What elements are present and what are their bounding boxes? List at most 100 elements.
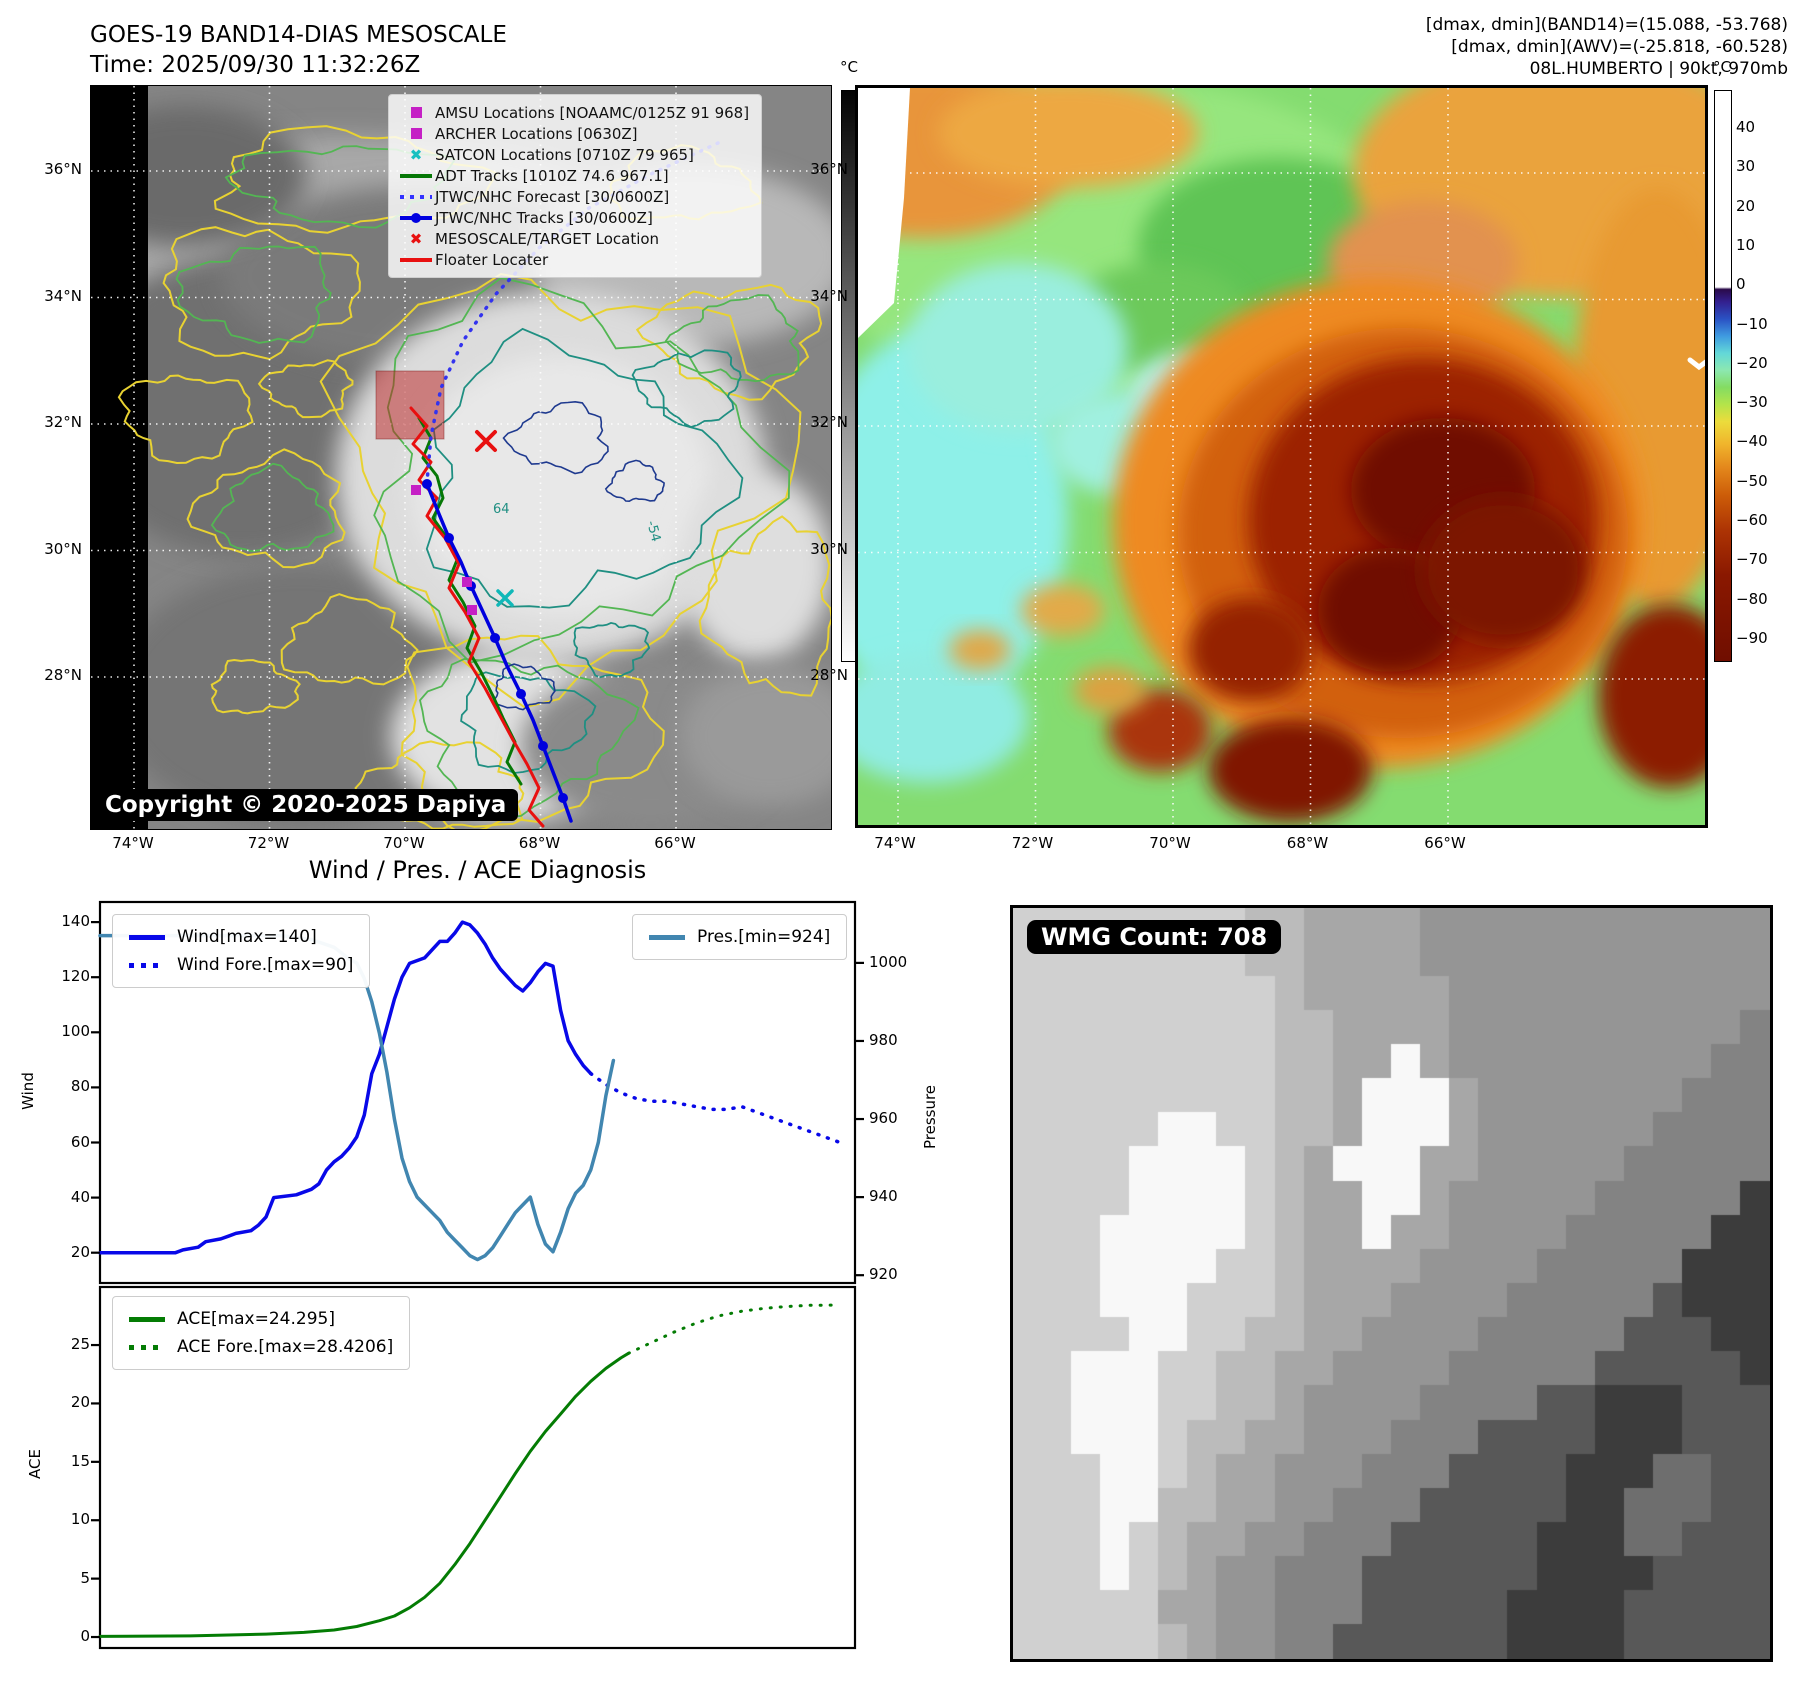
wind-legend-forecast-row: Wind Fore.[max=90] [129,951,353,979]
pressure-legend-row: Pres.[min=924] [649,923,830,951]
right-colorbar-tick: −60 [1736,511,1768,529]
map-legend-item: JTWC/NHC Forecast [30/0600Z] [397,186,749,207]
right-colorbar-tick: −50 [1736,471,1768,490]
pressure-axis-label: Pressure [921,1084,939,1150]
right-map-lat-label: 34°N [810,286,848,305]
left-map-lat-label: 32°N [44,413,82,431]
wind-dotted-swatch [129,962,165,968]
wind-solid-swatch [129,934,165,940]
wmg-count-badge: WMG Count: 708 [1027,920,1282,954]
dmax-band14: [dmax, dmin](BAND14)=(15.088, -53.768) [1425,15,1788,35]
right-colorbar-tick: −70 [1736,550,1768,569]
map-legend-item: AMSU Locations [NOAAMC/0125Z 91 968] [397,102,749,123]
map-legend-label: MESOSCALE/TARGET Location [435,229,660,248]
map-legend-label: ADT Tracks [1010Z 74.6 967.1] [435,166,669,185]
pressure-ytick: 920 [869,1265,898,1284]
right-colorbar-tick: 40 [1736,118,1756,136]
pressure-swatch [649,934,685,940]
x-marker-icon: ✖ [409,229,423,248]
ace-legend-forecast-label: ACE Fore.[max=28.4206] [177,1337,394,1357]
ace-ytick: 15 [70,1451,90,1470]
ace-ytick: 0 [80,1627,90,1646]
right-map-lon-label: 66°W [1424,834,1466,852]
left-map-lon-label: 74°W [112,834,154,852]
map-legend-label: JTWC/NHC Forecast [30/0600Z] [435,187,670,206]
wind-ytick: 20 [70,1242,90,1261]
ace-legend-forecast-row: ACE Fore.[max=28.4206] [129,1333,393,1361]
right-map-lat-label: 30°N [810,539,848,558]
header-right: [dmax, dmin](BAND14)=(15.088, -53.768) [… [1426,14,1788,80]
ace-ytick: 25 [70,1335,90,1354]
storm-id: 08L.HUMBERTO | 90kt, 970mb [1529,59,1788,79]
map-legend-item: ✖ MESOSCALE/TARGET Location [397,228,749,249]
right-map-lat-label: 32°N [810,413,848,431]
right-colorbar-tick: 10 [1736,235,1756,254]
wind-ytick: 100 [61,1022,90,1041]
map-legend-item: ✖ SATCON Locations [0710Z 79 965] [397,144,749,165]
map-legend-label: Floater Locater [435,250,549,269]
ace-axis-label: ACE [26,1449,44,1479]
right-colorbar-tick: 20 [1736,196,1756,215]
right-colorbar-unit: °C [1713,58,1731,76]
map-legend-item: ARCHER Locations [0630Z] [397,123,749,144]
map-legend-label: SATCON Locations [0710Z 79 965] [435,145,694,164]
line-dot-marker-icon [397,212,435,223]
wind-legend-forecast-label: Wind Fore.[max=90] [177,955,354,975]
chart-title: Wind / Pres. / ACE Diagnosis [308,856,647,884]
wind-legend-solid-row: Wind[max=140] [129,923,353,951]
left-colorbar-unit: °C [840,58,858,76]
right-colorbar-tick: −80 [1736,589,1768,608]
right-colorbar-tick: −40 [1736,432,1768,451]
ace-legend-solid-row: ACE[max=24.295] [129,1305,393,1333]
square-marker-icon [397,128,435,139]
ace-solid-swatch [129,1316,165,1322]
pressure-legend: Pres.[min=924] [632,914,848,960]
map-legend-item: ADT Tracks [1010Z 74.6 967.1] [397,165,749,186]
x-marker-icon: ✖ [409,145,423,164]
goes-band14-map: 64 -54 AMSU Locations [NOAAMC/0125Z 91 96… [90,85,832,830]
left-map-lat-label: 34°N [44,286,82,305]
wind-ytick: 140 [61,912,90,931]
left-map-lon-label: 66°W [654,834,696,852]
svg-text:-54: -54 [643,519,663,543]
wmg-panel: WMG Count: 708 [1010,905,1773,1662]
line-marker-icon [397,257,435,262]
wind-ytick: 40 [70,1187,90,1206]
svg-text:64: 64 [493,502,510,517]
awv-map [855,85,1708,828]
map-legend-label: ARCHER Locations [0630Z] [435,124,638,143]
pressure-legend-label: Pres.[min=924] [697,927,831,947]
left-map-lon-label: 72°W [247,834,290,852]
right-colorbar-tick: 30 [1736,157,1756,176]
map-legend: AMSU Locations [NOAAMC/0125Z 91 968] ARCH… [388,94,763,278]
left-map-lat-label: 28°N [44,666,82,684]
ace-ytick: 10 [70,1510,90,1529]
right-map-lon-label: 72°W [1011,834,1054,852]
wind-ytick: 60 [70,1132,90,1151]
ace-dotted-swatch [129,1344,165,1350]
dmax-awv: [dmax, dmin](AWV)=(-25.818, -60.528) [1451,37,1788,57]
right-colorbar-tick: 0 [1736,275,1746,294]
right-map-lat-label: 36°N [810,160,848,178]
main-title: GOES-19 BAND14-DIAS MESOSCALE [90,22,507,48]
square-marker-icon [397,107,435,118]
wind-axis-label: Wind [19,1072,37,1110]
ace-ytick: 5 [80,1568,90,1587]
map-legend-item: Floater Locater [397,249,749,270]
pressure-ytick: 960 [869,1109,898,1128]
ace-legend-solid-label: ACE[max=24.295] [177,1309,335,1329]
map-legend-label: JTWC/NHC Tracks [30/0600Z] [435,208,653,227]
left-map-lon-label: 68°W [518,834,561,852]
left-map-lat-label: 36°N [44,160,82,178]
wind-legend: Wind[max=140] Wind Fore.[max=90] [112,914,371,988]
ace-chart [91,1285,857,1650]
right-colorbar-tick: −10 [1736,314,1768,333]
time-subtitle: Time: 2025/09/30 11:32:26Z [90,52,421,78]
right-map-lon-label: 70°W [1149,834,1191,852]
copyright-badge: Copyright © 2020-2025 Dapiya [93,789,519,821]
right-map-lon-label: 68°W [1286,834,1329,852]
map-legend-label: AMSU Locations [NOAAMC/0125Z 91 968] [435,103,750,122]
line-marker-icon [397,173,435,178]
left-map-lon-label: 70°W [383,834,425,852]
